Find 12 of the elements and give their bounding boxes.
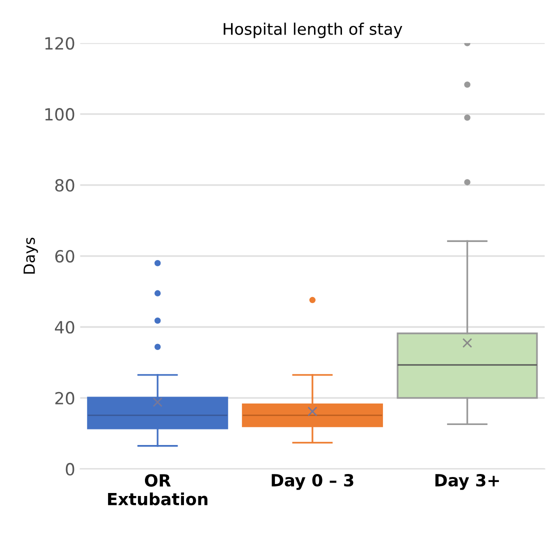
- y-tick-label: 120: [45, 37, 74, 50]
- y-tick-label: 80: [55, 179, 74, 192]
- y-tick-label: 40: [54, 320, 74, 334]
- chart-title: Hospital length of stay: [224, 22, 402, 38]
- y-tick-label: 60: [55, 250, 74, 263]
- y-tick-label: 20: [55, 392, 74, 405]
- x-tick-label: Day 0 – 3: [272, 474, 354, 490]
- x-tick-label: Day 3+: [435, 474, 499, 490]
- y-tick-label: 100: [45, 108, 74, 121]
- x-tick-label: OR Extubation: [108, 474, 208, 506]
- y-tick-label: 0: [66, 462, 74, 476]
- y-axis-title: Days: [24, 238, 38, 274]
